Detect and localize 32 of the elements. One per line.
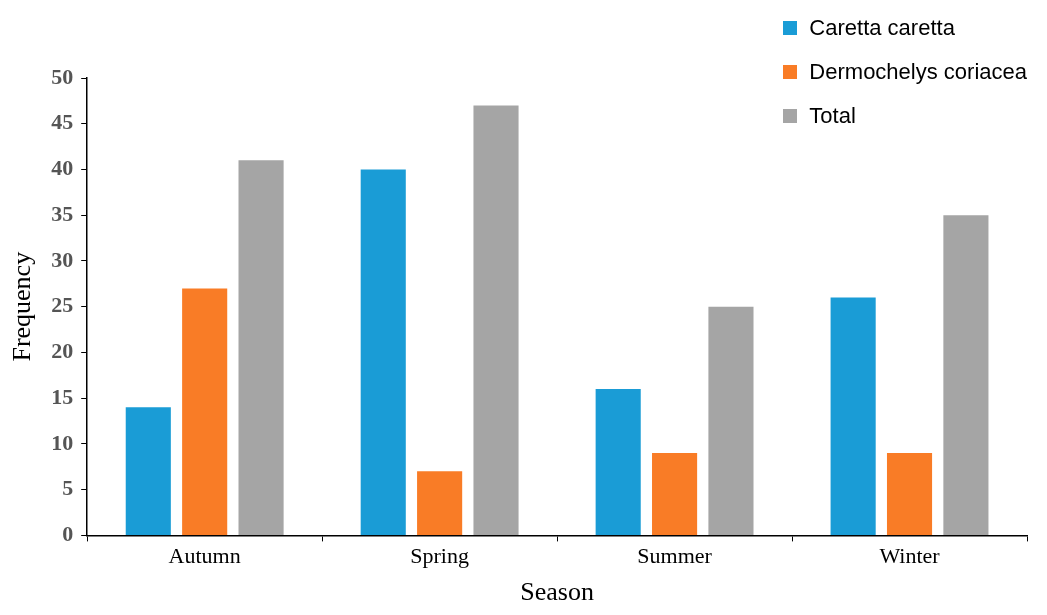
bar [125,407,171,535]
legend-label: Dermochelys coriacea [809,59,1027,85]
x-tick-label: Spring [410,543,469,569]
bar [886,453,933,535]
bar [943,215,989,535]
bar [652,453,698,535]
y-tick-label: 35 [51,200,74,226]
bar [595,389,641,535]
y-tick-label: 40 [51,155,74,181]
y-tick-label: 25 [51,292,74,318]
y-tick-label: 45 [51,109,74,135]
y-tick-label: 30 [51,246,74,272]
bar [830,297,876,535]
y-tick-label: 15 [51,383,74,409]
legend-label: Caretta caretta [809,15,955,41]
y-tick-label: 50 [51,63,74,89]
x-axis-title: Season [520,577,594,607]
bar [473,105,519,535]
bar [238,160,284,535]
bar [417,471,463,535]
bar [360,169,406,535]
y-tick-label: 20 [51,338,74,364]
x-tick-label: Summer [637,543,713,569]
y-tick-label: 5 [62,475,74,501]
y-tick-label: 10 [51,429,74,455]
bar [182,288,228,535]
y-axis-title: Frequency [7,251,37,362]
legend-label: Total [809,103,856,129]
y-tick-label: 0 [62,521,74,547]
x-tick-label: Autumn [168,543,241,569]
x-tick-label: Winter [879,543,941,569]
bar [708,306,754,535]
